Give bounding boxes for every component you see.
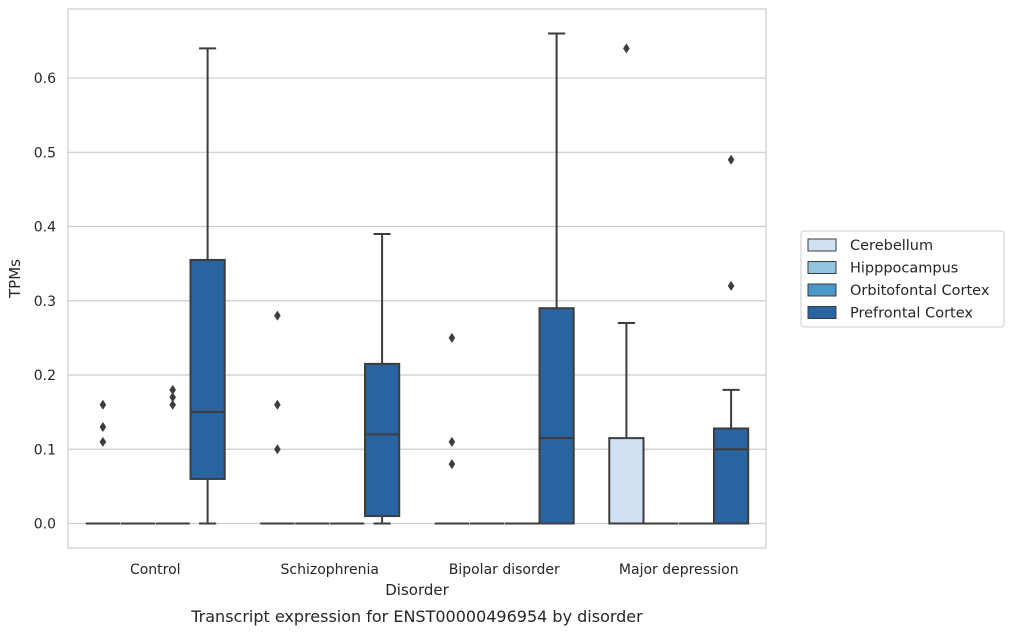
legend-frame — [800, 230, 1005, 328]
y-tick-labels: 0.0 0.1 0.2 0.3 0.4 0.5 0.6 — [34, 71, 56, 532]
x-tick-label: Bipolar disorder — [449, 562, 560, 578]
outlier-point — [727, 280, 735, 291]
y-axis-label: TPMs — [6, 259, 24, 299]
outlier-point — [169, 392, 176, 403]
box-prefrontal-cortex — [538, 32, 575, 525]
box-body — [608, 437, 645, 525]
outlier-point — [274, 310, 281, 321]
legend-label: Orbitofontal Cortex — [850, 283, 990, 299]
chart-caption: Transcript expression for ENST0000049695… — [190, 607, 643, 626]
boxes — [85, 32, 750, 525]
outlier-point — [99, 421, 107, 432]
y-tick-label: 0.4 — [34, 220, 56, 236]
outlier-point — [274, 399, 281, 410]
legend-swatch — [807, 306, 837, 319]
outlier-point — [448, 459, 456, 470]
outlier-point — [727, 154, 735, 165]
box-cerebellum — [434, 332, 470, 525]
box-body — [712, 427, 750, 525]
outlier-point — [99, 436, 107, 447]
outlier-point — [274, 444, 281, 455]
box-prefrontal-cortex — [189, 47, 226, 525]
x-tick-labels: Control Schizophrenia Bipolar disorder Majo… — [130, 562, 739, 578]
legend-label: Prefrontal Cortex — [850, 306, 973, 322]
box-body — [363, 362, 401, 518]
x-tick-label: Major depression — [619, 562, 739, 578]
outlier-point — [623, 43, 630, 54]
box-body — [189, 258, 226, 480]
outlier-point — [99, 399, 107, 410]
box-body — [538, 307, 575, 525]
y-tick-label: 0.6 — [34, 71, 56, 87]
legend-swatch — [807, 238, 837, 252]
box-prefrontal-cortex — [363, 232, 401, 525]
legend-swatch — [807, 283, 837, 297]
y-tick-label: 0.1 — [34, 442, 56, 458]
grid-lines — [68, 77, 766, 525]
y-tick-label: 0.5 — [34, 145, 56, 161]
legend-label: Cerebellum — [850, 238, 933, 254]
outlier-point — [448, 332, 456, 343]
outlier-point — [169, 384, 176, 395]
legend: Cerebellum Hipppocampus Orbitofontal Corte… — [800, 230, 1005, 328]
x-tick-label: Control — [130, 562, 181, 578]
outlier-point — [169, 399, 176, 410]
box-cerebellum — [85, 399, 121, 525]
box-orbitofontal-cortex — [155, 384, 190, 525]
outlier-point — [448, 436, 456, 447]
x-tick-label: Schizophrenia — [281, 562, 379, 578]
x-axis-label: Disorder — [385, 581, 449, 599]
y-tick-label: 0.3 — [34, 294, 56, 310]
legend-swatch — [807, 261, 837, 274]
box-cerebellum — [260, 310, 295, 525]
legend-label: Hipppocampus — [850, 261, 958, 277]
box-cerebellum — [608, 43, 645, 525]
y-tick-label: 0.2 — [34, 368, 56, 384]
plot-frame — [67, 8, 767, 549]
box-prefrontal-cortex — [712, 154, 750, 525]
y-tick-label: 0.0 — [34, 517, 56, 533]
